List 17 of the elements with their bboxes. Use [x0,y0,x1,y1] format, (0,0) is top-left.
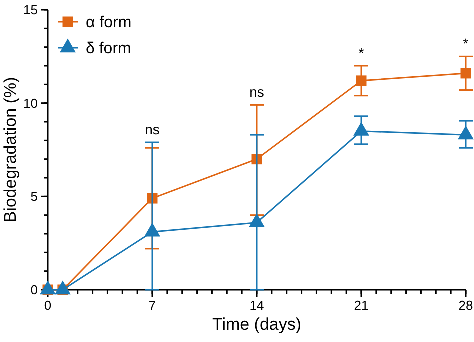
y-tick-label: 10 [24,96,38,111]
y-tick-label: 5 [30,189,38,204]
x-tick-label: 21 [354,298,369,313]
annotation: * [463,36,470,52]
x-tick-label: 0 [44,298,52,313]
annotation: ns [250,84,264,100]
y-tick-label: 15 [24,2,38,18]
legend-label: δ form [86,40,132,58]
annotation: ns [145,122,160,138]
legend-label: α form [86,14,132,32]
y-axis-title: Biodegradation (%) [1,77,20,223]
x-tick-label: 14 [250,298,264,313]
x-tick-label: 7 [148,298,156,313]
annotation: * [358,45,365,61]
x-tick-label: 28 [458,298,474,313]
x-axis-title: Time (days) [212,315,302,334]
y-tick-label: 0 [30,282,38,298]
